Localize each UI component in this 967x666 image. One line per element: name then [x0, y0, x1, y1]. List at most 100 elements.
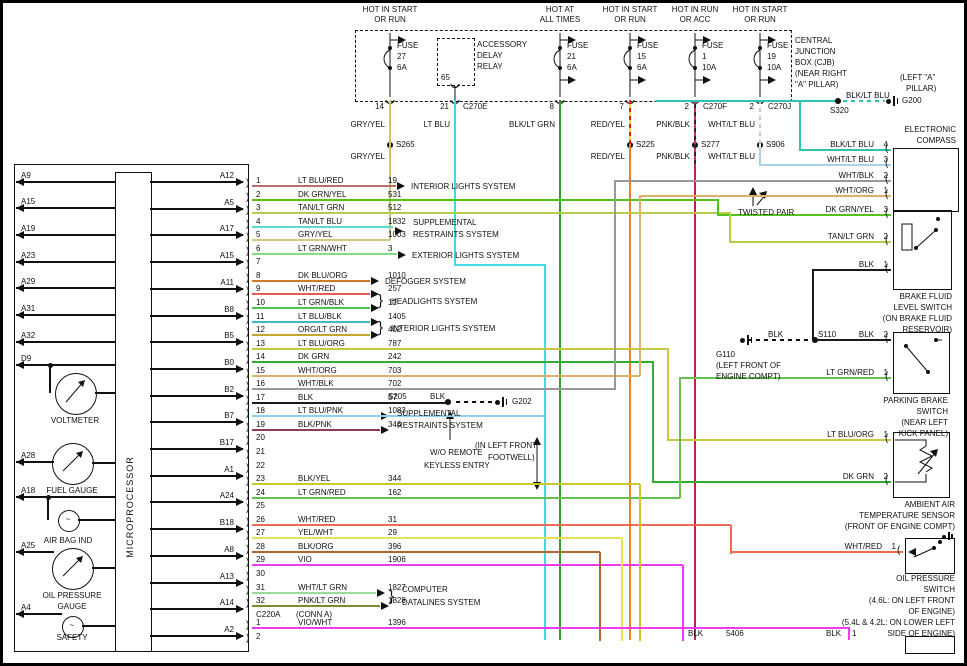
row-bracket-icon: )	[246, 192, 250, 203]
ground-location: PILLAR)	[906, 84, 937, 93]
component-pin-number: 1	[883, 186, 888, 195]
wire-segment	[679, 377, 681, 498]
cluster-left-pin-wire	[16, 613, 62, 615]
fuse-number: 21	[567, 52, 576, 61]
cjb-caption: (NEAR RIGHT	[795, 69, 847, 78]
row-wire	[252, 605, 380, 607]
wire-segment	[95, 392, 115, 394]
row-wire	[252, 429, 380, 431]
row-circuit-number: 57	[388, 393, 397, 402]
row-bracket-icon: )	[246, 463, 250, 474]
row-pin-number: 7	[256, 257, 261, 266]
component-pin-wire: BLK/LT BLU	[830, 140, 874, 149]
row-wire	[252, 402, 448, 404]
row-wire	[252, 226, 393, 228]
wire-segment	[614, 180, 891, 182]
row-wire-color: LT GRN/WHT	[298, 244, 348, 253]
wire-segment	[948, 532, 950, 540]
row-circuit-number: 162	[388, 488, 402, 497]
fuse-node	[758, 46, 762, 50]
cluster-right-pin-label: A2	[224, 625, 234, 634]
wire-color-label: RED/YEL	[590, 152, 625, 161]
wire-color-label: LT BLU	[423, 120, 450, 129]
wire-segment	[652, 481, 891, 483]
cluster-right-pin-wire	[150, 181, 243, 183]
pin-paren-icon: (	[885, 433, 889, 444]
cluster-left-pin-wire	[16, 207, 115, 209]
row-wire	[252, 551, 600, 553]
row-circuit-number: 344	[388, 474, 402, 483]
splice-dot	[936, 217, 940, 221]
row-pin-number: 21	[256, 447, 265, 456]
fuse-label: FUSE	[567, 41, 589, 50]
row-pin-number: 6	[256, 244, 261, 253]
cluster-left-pin-wire	[16, 261, 115, 263]
cluster-left-pin-wire	[16, 181, 115, 183]
wire-color-label: BLK	[688, 629, 704, 638]
relay-pin-number: 65	[441, 73, 450, 82]
accessory-delay-relay-box	[437, 38, 475, 86]
wire-segment	[759, 164, 891, 166]
wire-segment	[639, 195, 891, 197]
cluster-right-pin-label: B17	[219, 438, 234, 447]
wire-segment	[92, 567, 115, 569]
pin-paren-icon: (	[897, 545, 901, 556]
cluster-left-pin-label: A23	[21, 251, 36, 260]
component-caption: SIDE OF ENGINE)	[887, 629, 955, 638]
component-pin-number: 3	[883, 155, 888, 164]
row-wire	[252, 524, 731, 526]
row-bracket-icon: )	[246, 557, 250, 568]
row-pin-number: 5	[256, 230, 261, 239]
wire-color-label: RED/YEL	[590, 120, 625, 129]
component-caption: PARKING BRAKE	[883, 396, 948, 405]
row-pin-number: 14	[256, 352, 265, 361]
component-pin-number: 2	[883, 472, 888, 481]
compass-box	[893, 148, 959, 212]
component-caption: BRAKE FLUID	[899, 292, 952, 301]
row-pin-number: 3	[256, 203, 261, 212]
wire-segment	[759, 150, 761, 166]
cjb-caption: JUNCTION	[795, 47, 836, 56]
wire-red-yel	[629, 100, 631, 144]
option-note: KEYLESS ENTRY	[424, 461, 490, 470]
component-pin-wire: TAN/LT GRN	[827, 232, 874, 241]
cjb-pin-number: 7	[619, 102, 624, 111]
row-pin-number: 4	[256, 217, 261, 226]
wire-segment	[812, 269, 814, 341]
cluster-right-pin-label: A24	[219, 491, 234, 500]
airbag-symbol-icon: ~	[65, 515, 71, 524]
component-caption: (NEAR LEFT	[901, 418, 948, 427]
row-pin-number: 17	[256, 393, 265, 402]
power-source-header: OR RUN	[374, 15, 406, 24]
cluster-left-pin-label: A19	[21, 224, 36, 233]
pin-paren-icon: (	[885, 235, 889, 246]
power-source-header: HOT IN START	[732, 5, 788, 14]
row-wire-color: TAN/LT GRN	[298, 203, 345, 212]
pin-paren-icon: (	[885, 143, 889, 154]
fuse-amp: 6A	[567, 63, 577, 72]
row-wire-color: WHT/LT GRN	[298, 583, 348, 592]
row-wire-color: LT BLU/ORG	[298, 339, 345, 348]
component-caption: TEMPERATURE SENSOR	[859, 511, 955, 520]
system-label: DEFOGGER SYSTEM	[385, 277, 466, 286]
component-caption: (4.6L: ON LEFT FRONT	[868, 596, 955, 605]
wire-segment	[621, 538, 623, 641]
cluster-right-pin-label: A8	[224, 545, 234, 554]
pin-paren-icon: (	[885, 189, 889, 200]
row-bracket-icon: )	[246, 246, 250, 257]
component-pin-number: 1	[883, 430, 888, 439]
row-wire-color: TAN/LT BLU	[298, 217, 343, 226]
component-caption: OIL PRESSURE	[896, 574, 955, 583]
power-source-header: HOT IN START	[362, 5, 418, 14]
connector-label: C220A	[256, 610, 281, 619]
fuel-gauge-label: FUEL GAUGE	[46, 486, 98, 495]
cluster-left-pin-label: D9	[21, 354, 32, 363]
row-circuit-number: 31	[388, 515, 397, 524]
row-bracket-icon: )	[246, 178, 250, 189]
component-caption: AMBIENT AIR	[904, 500, 955, 509]
pin-paren-icon: (	[885, 264, 888, 274]
fuse-label: FUSE	[767, 41, 789, 50]
fuse-amp: 10A	[767, 63, 782, 72]
fuse-number: 15	[637, 52, 646, 61]
cluster-right-pin-label: B5	[224, 331, 234, 340]
